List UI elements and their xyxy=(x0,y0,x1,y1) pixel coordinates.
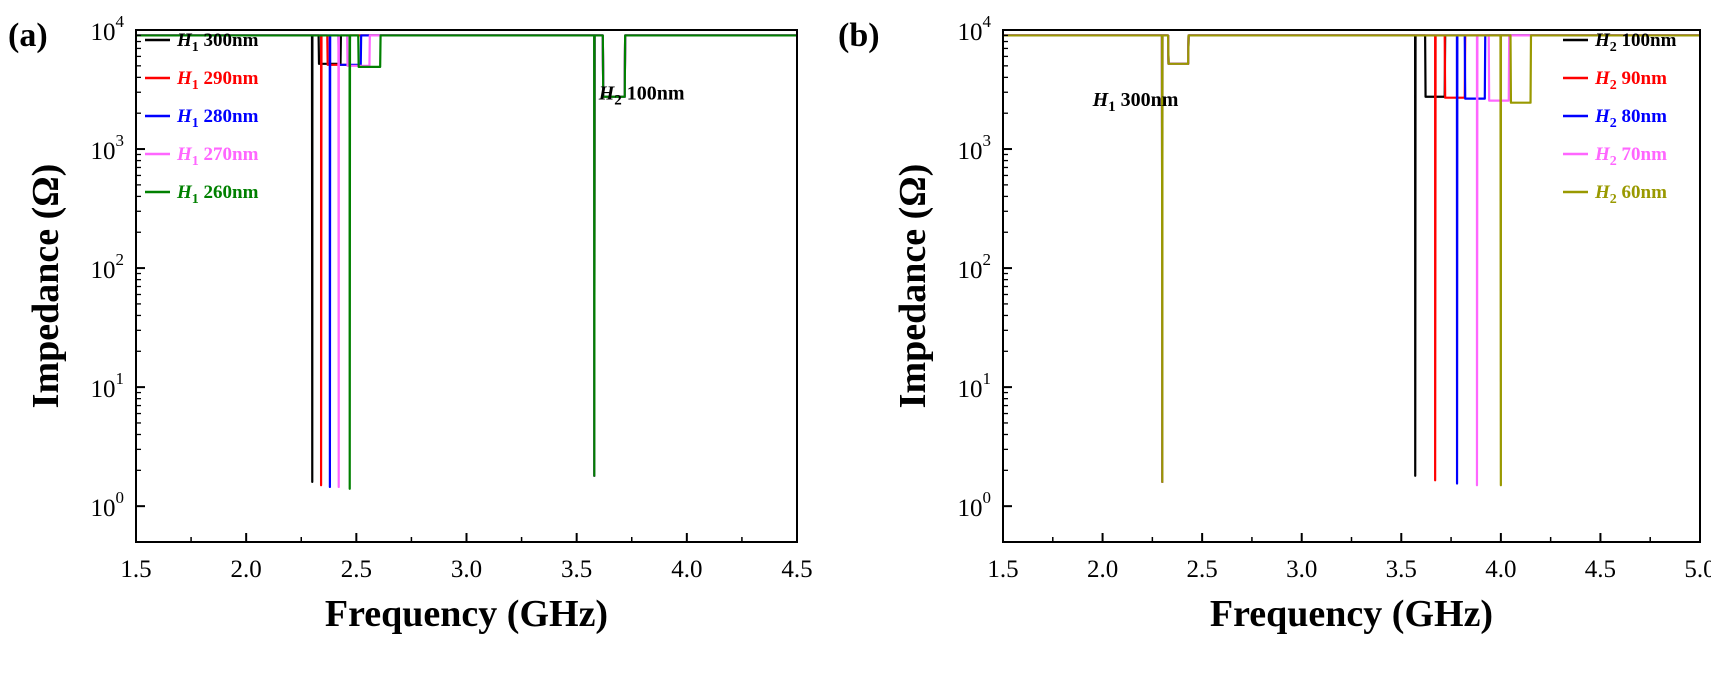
y-tick-label: 103 xyxy=(958,131,992,165)
x-tick-label: 3.5 xyxy=(1386,556,1417,583)
x-tick-label: 3.0 xyxy=(451,556,482,583)
series-line-4 xyxy=(136,34,797,489)
curve-annotation: H2 100nm xyxy=(598,83,685,109)
x-axis-title: Frequency (GHz) xyxy=(325,593,608,635)
series-line-5 xyxy=(1003,34,1700,487)
legend-entry: H2 100nm xyxy=(1594,30,1677,55)
panel-label: (b) xyxy=(838,17,880,54)
panel-a: (a) 1.5 2.0 2.5 3.0 3.5 4.0 4.5 100 101 102 103 104 F… xyxy=(8,12,813,635)
panel-label: (a) xyxy=(8,17,48,54)
x-tick-label: 2.5 xyxy=(341,556,372,583)
x-tick-label: 4.0 xyxy=(671,556,702,583)
series-line-1 xyxy=(136,34,797,483)
y-tick-label: 103 xyxy=(91,131,125,165)
x-tick-label: 3.0 xyxy=(1286,556,1317,583)
x-tick-label: 3.5 xyxy=(561,556,592,583)
legend-entry: H1 260nm xyxy=(176,182,259,207)
legend-entry: H1 300nm xyxy=(176,30,259,55)
y-axis-title: Impedance (Ω) xyxy=(25,164,67,409)
legend: H2 100nm H2 90nm H2 80nm H2 70nm H2 60nm xyxy=(1563,30,1677,207)
x-tick-label: 4.5 xyxy=(1585,556,1616,583)
x-axis-title: Frequency (GHz) xyxy=(1210,593,1493,635)
legend-entry: H1 290nm xyxy=(176,68,259,93)
series-line-2 xyxy=(136,34,797,487)
legend-entry: H2 60nm xyxy=(1594,182,1667,207)
y-tick-label: 102 xyxy=(91,250,125,284)
legend-entry: H2 70nm xyxy=(1594,144,1667,169)
y-tick-label: 100 xyxy=(91,488,125,522)
legend-entry: H2 90nm xyxy=(1594,68,1667,93)
x-tick-label: 2.5 xyxy=(1187,556,1218,583)
x-tick-label: 5.0 xyxy=(1684,556,1711,583)
x-tick-label: 1.5 xyxy=(120,556,151,583)
y-tick-label: 104 xyxy=(958,12,992,46)
y-tick-label: 102 xyxy=(958,250,992,284)
series-group xyxy=(136,34,797,490)
legend-entry: H1 270nm xyxy=(176,144,259,169)
y-tick-label: 101 xyxy=(958,369,992,403)
x-tick-label: 2.0 xyxy=(1087,556,1118,583)
series-group xyxy=(1003,34,1700,487)
legend-entry: H2 80nm xyxy=(1594,106,1667,131)
y-tick-label: 101 xyxy=(91,369,125,403)
legend-entry: H1 280nm xyxy=(176,106,259,131)
legend: H1 300nm H1 290nm H1 280nm H1 270nm H1 260nm xyxy=(145,30,259,207)
x-tick-label: 1.5 xyxy=(987,556,1018,583)
x-tick-label: 4.5 xyxy=(781,556,812,583)
x-tick-label: 2.0 xyxy=(231,556,262,583)
y-tick-label: 104 xyxy=(91,12,125,46)
panel-b: (b) 1.5 2.0 2.5 3.0 3.5 4.0 4.5 5.0 100 101 102 103 1… xyxy=(838,12,1711,635)
x-tick-label: 4.0 xyxy=(1485,556,1516,583)
y-axis-title: Impedance (Ω) xyxy=(892,164,934,409)
series-line-5 xyxy=(136,34,797,490)
curve-annotation: H1 300nm xyxy=(1092,89,1179,115)
y-tick-label: 100 xyxy=(958,488,992,522)
series-line-3 xyxy=(136,34,797,489)
